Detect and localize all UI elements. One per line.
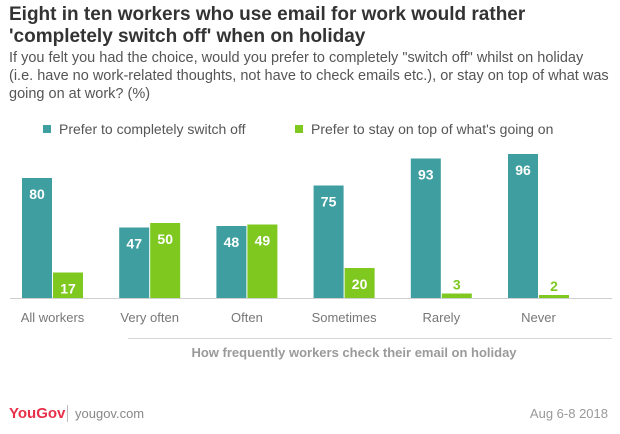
x-tick-label: Very often — [120, 310, 179, 325]
data-label: 93 — [418, 167, 434, 183]
data-label: 17 — [60, 281, 76, 297]
bar-switch-off — [508, 154, 538, 298]
data-label: 3 — [453, 277, 461, 293]
data-label: 80 — [29, 186, 45, 202]
x-tick-label: Often — [231, 310, 263, 325]
x-tick-label: Never — [521, 310, 556, 325]
data-label: 47 — [126, 236, 142, 252]
legend-item-switch-off: Prefer to completely switch off — [43, 121, 245, 137]
bar-stay-on-top — [344, 268, 375, 298]
yougov-logo: YouGov — [9, 405, 66, 422]
bar-stay-on-top — [150, 223, 181, 298]
survey-date: Aug 6-8 2018 — [529, 406, 608, 421]
data-label: 2 — [550, 278, 558, 294]
legend-swatch-stay-on-top — [295, 125, 303, 133]
x-tick-label: Sometimes — [312, 310, 378, 325]
x-tick-label: All workers — [21, 310, 85, 325]
bar-switch-off — [313, 185, 344, 298]
data-label: 48 — [224, 234, 240, 250]
bar-switch-off — [216, 226, 247, 298]
legend-item-stay-on-top: Prefer to stay on top of what's going on — [295, 121, 553, 137]
bar-switch-off — [119, 227, 150, 298]
legend-swatch-switch-off — [43, 125, 51, 133]
data-label: 96 — [515, 162, 531, 178]
footer-divider — [67, 405, 68, 422]
legend-label-switch-off: Prefer to completely switch off — [59, 121, 246, 137]
footer-url[interactable]: yougov.com — [75, 406, 145, 421]
data-label: 49 — [255, 233, 271, 249]
chart-legend: Prefer to completely switch off Prefer t… — [0, 121, 620, 141]
bar-stay-on-top — [53, 272, 83, 298]
x-tick-label: Rarely — [423, 310, 461, 325]
bar-switch-off — [410, 158, 441, 298]
bar-stay-on-top — [539, 295, 569, 298]
chart-title: Eight in ten workers who use email for w… — [9, 4, 526, 47]
data-label: 20 — [352, 276, 368, 292]
bar-stay-on-top — [441, 293, 472, 298]
legend-label-stay-on-top: Prefer to stay on top of what's going on — [311, 121, 554, 137]
bar-stay-on-top — [247, 224, 278, 298]
bar-switch-off — [22, 178, 52, 298]
chart-subtitle: If you felt you had the choice, would yo… — [9, 50, 609, 102]
data-label: 75 — [321, 194, 337, 210]
data-label: 50 — [157, 231, 173, 247]
x-axis-title: How frequently workers check their email… — [191, 345, 517, 360]
